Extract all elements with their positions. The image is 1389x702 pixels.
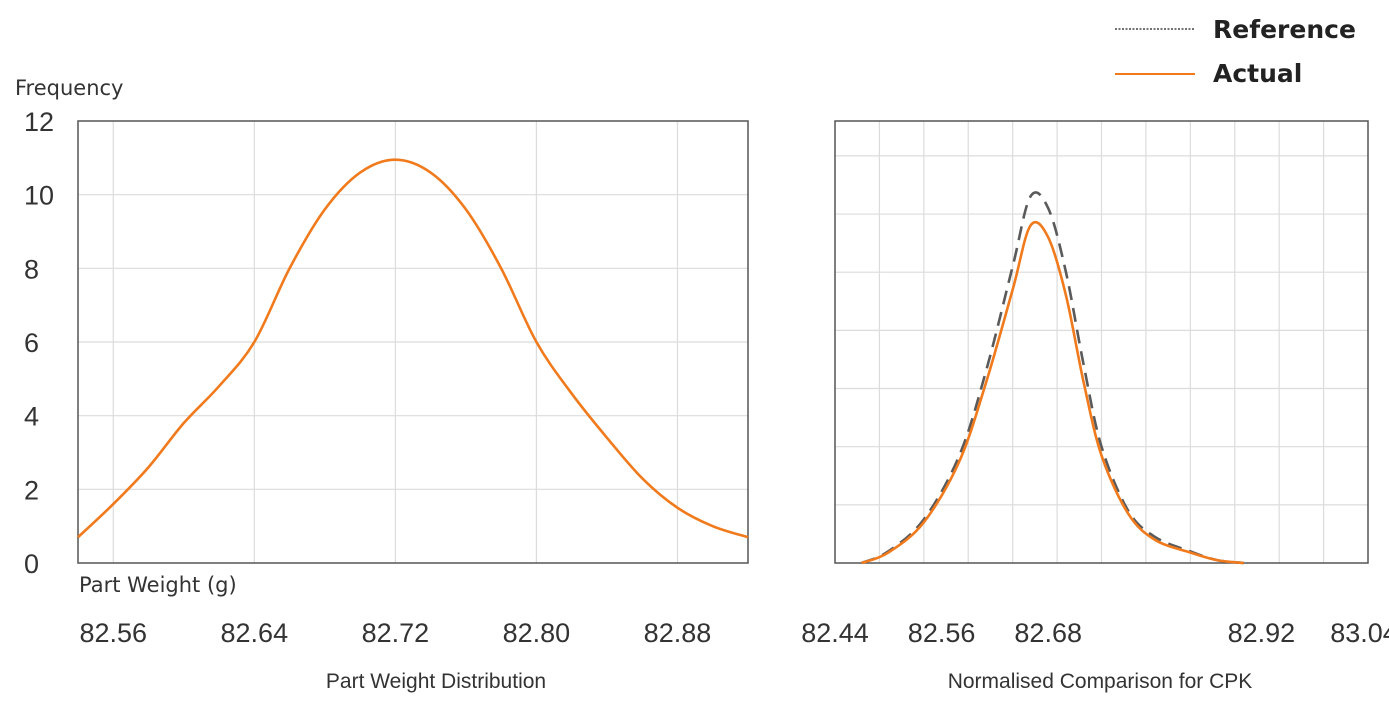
left-y-tick-label: 4 (24, 402, 39, 432)
left-y-ticks: 0 2 4 6 8 10 12 (24, 107, 54, 579)
left-x-tick-label: 82.88 (644, 618, 712, 648)
left-series (77, 158, 749, 539)
legend: Reference Actual (1115, 15, 1356, 88)
left-series-actual-line (77, 158, 749, 539)
right-chart-title: Normalised Comparison for CPK (948, 670, 1253, 693)
left-x-tick-label: 82.80 (503, 618, 571, 648)
right-x-tick-label: 82.56 (908, 618, 976, 648)
left-x-tick-label: 82.72 (362, 618, 430, 648)
left-y-tick-label: 0 (24, 549, 39, 579)
right-series (861, 191, 1244, 565)
right-plot-frame (834, 120, 1369, 564)
left-chart-title: Part Weight Distribution (326, 670, 546, 693)
left-y-tick-label: 8 (24, 254, 39, 284)
legend-actual-label: Actual (1213, 59, 1302, 88)
right-grid (835, 121, 1368, 563)
left-x-tick-label: 82.56 (79, 618, 147, 648)
left-y-tick-label: 10 (24, 181, 54, 211)
legend-reference-label: Reference (1213, 15, 1356, 44)
right-x-ticks: 82.44 82.56 82.68 82.92 83.04 (801, 618, 1389, 648)
normalised-comparison-chart: 82.44 82.56 82.68 82.92 83.04 Normalised Com… (801, 120, 1389, 693)
left-y-tick-label: 12 (24, 107, 54, 137)
right-x-tick-label: 82.68 (1014, 618, 1082, 648)
left-x-tick-label: 82.64 (221, 618, 289, 648)
right-series-actual-line (861, 220, 1244, 565)
right-x-tick-label: 82.92 (1228, 618, 1296, 648)
left-grid (78, 121, 748, 563)
left-x-ticks: 82.56 82.64 82.72 82.80 82.88 (79, 618, 711, 648)
part-weight-distribution-chart: Frequency 0 2 4 6 8 10 12 Part Weight (g) 82.5… (15, 76, 749, 693)
left-y-tick-label: 2 (24, 475, 39, 505)
right-x-tick-label: 83.04 (1330, 618, 1389, 648)
left-y-tick-label: 6 (24, 328, 39, 358)
left-y-axis-label: Frequency (15, 76, 124, 100)
right-x-tick-label: 82.44 (801, 618, 869, 648)
left-plot-frame (77, 120, 749, 564)
left-x-axis-label: Part Weight (g) (79, 573, 237, 597)
right-series-reference-line (861, 191, 1244, 565)
